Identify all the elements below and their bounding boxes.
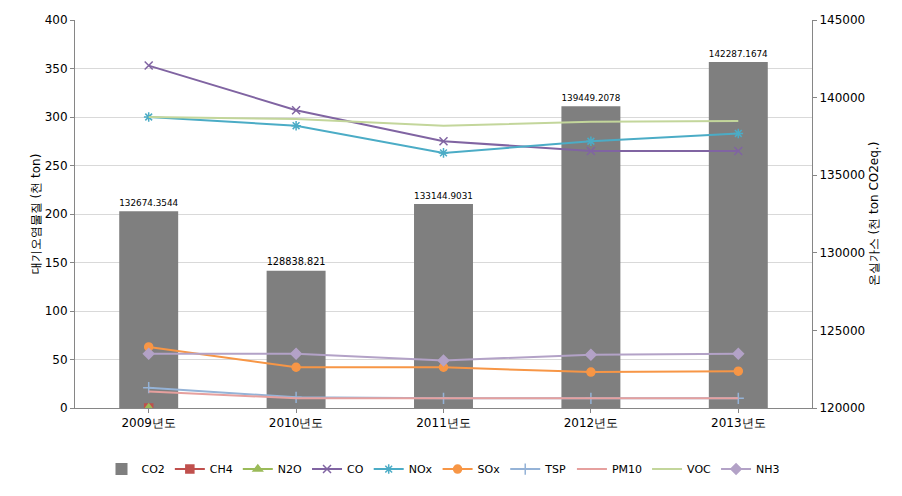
- svg-text:2012년도: 2012년도: [564, 416, 619, 430]
- svg-text:150: 150: [45, 256, 68, 270]
- svg-text:대기오염물질 (천 ton): 대기오염물질 (천 ton): [29, 154, 43, 275]
- svg-text:250: 250: [45, 159, 68, 173]
- svg-text:145000: 145000: [819, 13, 865, 27]
- svg-text:온실가스 (천 ton CO2eq.): 온실가스 (천 ton CO2eq.): [867, 142, 881, 287]
- svg-text:2010년도: 2010년도: [269, 416, 324, 430]
- svg-text:PM10: PM10: [612, 463, 642, 476]
- svg-text:NH3: NH3: [756, 463, 780, 476]
- svg-text:135000: 135000: [819, 168, 865, 182]
- svg-text:200: 200: [45, 207, 68, 221]
- svg-text:TSP: TSP: [544, 463, 566, 476]
- svg-text:2009년도: 2009년도: [121, 416, 176, 430]
- svg-text:400: 400: [45, 13, 68, 27]
- svg-text:VOC: VOC: [687, 463, 711, 476]
- svg-text:142287.1674: 142287.1674: [709, 49, 768, 59]
- svg-text:125000: 125000: [819, 324, 865, 338]
- svg-text:2013년도: 2013년도: [711, 416, 766, 430]
- svg-text:N2O: N2O: [278, 463, 302, 476]
- svg-text:CO2: CO2: [142, 463, 165, 476]
- svg-text:NOx: NOx: [409, 463, 433, 476]
- svg-text:CO: CO: [347, 463, 364, 476]
- svg-text:132674.3544: 132674.3544: [119, 198, 178, 208]
- svg-text:139449.2078: 139449.2078: [561, 93, 620, 103]
- svg-text:120000: 120000: [819, 401, 865, 415]
- svg-text:100: 100: [45, 304, 68, 318]
- svg-text:SOx: SOx: [478, 463, 501, 476]
- svg-text:133144.9031: 133144.9031: [414, 191, 473, 201]
- svg-text:50: 50: [52, 353, 67, 367]
- svg-text:2011년도: 2011년도: [416, 416, 471, 430]
- svg-text:CH4: CH4: [210, 463, 233, 476]
- svg-text:350: 350: [45, 62, 68, 76]
- svg-text:300: 300: [45, 110, 68, 124]
- svg-text:130000: 130000: [819, 246, 865, 260]
- svg-text:128838.821: 128838.821: [267, 256, 326, 267]
- svg-text:140000: 140000: [819, 91, 865, 105]
- svg-text:0: 0: [60, 401, 68, 415]
